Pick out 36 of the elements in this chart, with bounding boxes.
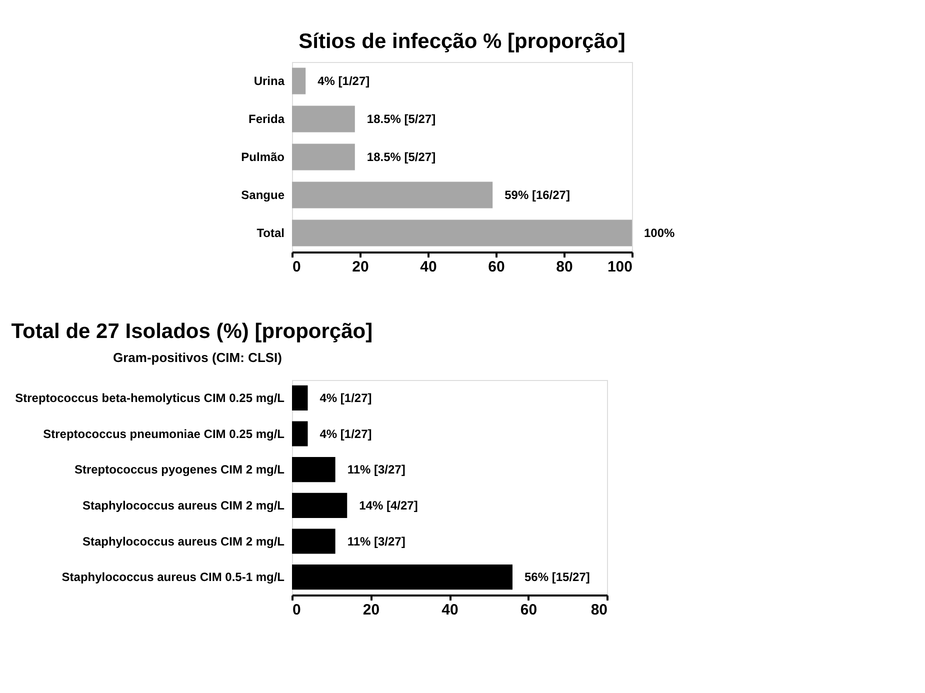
x-tick-label: 80 xyxy=(556,258,573,276)
data-label: 18.5% [5/27] xyxy=(366,150,436,164)
y-tick-label: Staphylococcus aureus CIM 2 mg/L xyxy=(82,498,284,512)
data-label: 4% [1/27] xyxy=(320,426,372,441)
chart-title: Sítios de infecção % [proporção] xyxy=(298,30,626,53)
data-label: 4% [1/27] xyxy=(320,390,372,405)
data-label: 14% [4/27] xyxy=(359,498,418,512)
y-tick-label: Streptococcus pneumoniae CIM 0.25 mg/L xyxy=(43,426,284,441)
y-tick-label: Streptococcus pyogenes CIM 2 mg/L xyxy=(74,462,284,477)
y-tick-label: Urina xyxy=(254,74,285,88)
x-tick-label: 40 xyxy=(442,602,458,618)
y-tick-label: Total xyxy=(256,226,284,240)
x-tick-label: 60 xyxy=(488,258,505,276)
data-label: 56% [15/27] xyxy=(524,570,590,584)
data-label: 11% [3/27] xyxy=(347,462,406,477)
data-label: 18.5% [5/27] xyxy=(366,112,436,126)
y-tick-label: Staphylococcus aureus CIM 0.5-1 mg/L xyxy=(62,570,284,584)
text: Gram-positivos (CIM: CLSI) xyxy=(112,350,282,365)
x-tick-label: 80 xyxy=(590,602,608,618)
x-tick-label: 0 xyxy=(292,602,301,618)
y-tick-label: Sangue xyxy=(241,188,285,202)
x-tick-label: 100 xyxy=(607,258,632,276)
x-tick-label: 0 xyxy=(292,258,301,276)
chart-title: Total de 27 Isolados (%) [proporção] xyxy=(11,320,373,343)
x-tick-label: 60 xyxy=(520,602,538,618)
data-label: 100% xyxy=(644,226,676,240)
y-tick-label: Pulmão xyxy=(241,150,284,164)
x-tick-label: 40 xyxy=(420,258,437,276)
x-tick-label: 20 xyxy=(362,602,380,618)
y-tick-label: Streptococcus beta-hemolyticus CIM 0.25 mg/L xyxy=(15,390,284,405)
y-tick-label: Staphylococcus aureus CIM 2 mg/L xyxy=(82,534,284,548)
data-label: 59% [16/27] xyxy=(504,188,570,202)
y-tick-label: Ferida xyxy=(248,112,285,126)
data-label: 4% [1/27] xyxy=(318,74,370,88)
data-label: 11% [3/27] xyxy=(347,534,406,548)
x-tick-label: 20 xyxy=(352,258,369,276)
